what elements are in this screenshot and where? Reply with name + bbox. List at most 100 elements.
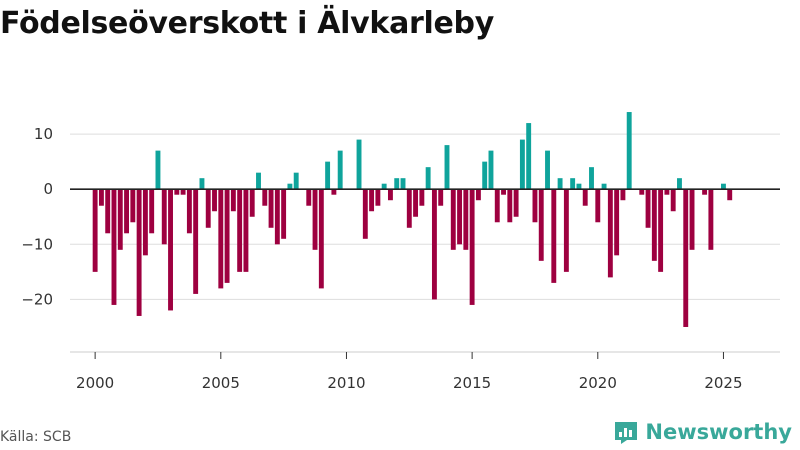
bar <box>664 189 670 195</box>
bar <box>607 189 613 278</box>
y-tick-label: −10 <box>21 235 53 253</box>
bar <box>375 189 381 206</box>
y-tick-label: 10 <box>34 125 53 143</box>
bar <box>312 189 318 250</box>
bar <box>589 167 594 190</box>
bar <box>532 189 538 223</box>
bar <box>111 189 117 305</box>
x-ticks: 2000 2005 2010 2015 2020 2025 <box>76 352 743 392</box>
brand-name: Newsworthy <box>645 420 792 444</box>
bar <box>268 189 274 228</box>
x-tick-label: 2015 <box>453 374 491 392</box>
bar <box>394 178 400 190</box>
newsworthy-icon <box>615 422 638 444</box>
bar <box>281 189 287 239</box>
bar <box>513 189 519 217</box>
bar <box>381 183 387 190</box>
bar <box>538 189 544 261</box>
bar <box>105 189 111 234</box>
bar <box>136 189 142 316</box>
bar <box>563 189 569 272</box>
x-tick-label: 2010 <box>327 374 365 392</box>
bar <box>230 189 236 212</box>
bar <box>199 178 205 190</box>
bar <box>595 189 601 223</box>
bar <box>501 189 506 195</box>
source-label: Källa: SCB <box>0 429 72 445</box>
bar <box>387 189 393 201</box>
x-tick-label: 2005 <box>202 374 240 392</box>
bar <box>683 189 689 327</box>
bar <box>727 189 733 201</box>
bars <box>92 112 733 327</box>
bar <box>142 189 148 256</box>
bar <box>274 189 280 245</box>
bar <box>670 189 676 212</box>
bar <box>639 189 645 195</box>
bar <box>721 183 726 190</box>
bar <box>488 150 494 190</box>
bar <box>262 189 268 206</box>
bar <box>193 189 199 294</box>
bar <box>469 189 475 305</box>
bar <box>482 161 488 190</box>
bar <box>180 189 186 195</box>
x-tick-label: 2025 <box>704 374 742 392</box>
bar <box>400 178 406 190</box>
bar <box>457 189 463 245</box>
bar <box>645 189 651 228</box>
bar <box>306 189 312 206</box>
x-tick-label: 2020 <box>579 374 617 392</box>
bar <box>406 189 412 228</box>
bar <box>130 189 136 223</box>
bar <box>325 161 331 190</box>
bar <box>526 123 532 190</box>
bar <box>155 150 161 190</box>
bar <box>243 189 249 272</box>
bar <box>677 178 682 190</box>
bar <box>614 189 620 256</box>
bar <box>369 189 375 212</box>
bar <box>287 183 293 190</box>
bar <box>431 189 437 300</box>
bar <box>475 189 481 201</box>
bar <box>438 189 444 206</box>
bar <box>205 189 211 228</box>
y-tick-labels: 10 0 −10 −20 <box>21 125 53 308</box>
bar <box>92 189 98 272</box>
bar <box>237 189 243 272</box>
bar <box>570 178 576 190</box>
gridlines <box>70 133 780 300</box>
bar <box>293 172 299 190</box>
y-tick-label: 0 <box>43 180 53 198</box>
bar <box>98 189 104 206</box>
bar <box>545 150 550 190</box>
bar <box>212 189 217 212</box>
bar <box>582 189 588 206</box>
bar <box>174 189 180 195</box>
bar <box>651 189 657 261</box>
x-tick-label: 2000 <box>76 374 114 392</box>
bar <box>557 178 563 190</box>
bar <box>419 189 425 206</box>
bar <box>708 189 714 250</box>
bar <box>551 189 557 283</box>
bar <box>425 167 431 190</box>
bar <box>124 189 129 234</box>
bar <box>507 189 513 223</box>
bar <box>702 189 708 195</box>
bar <box>161 189 167 245</box>
bar <box>620 189 626 201</box>
bar <box>168 189 173 311</box>
bar <box>337 150 343 190</box>
bar <box>601 183 607 190</box>
brand-logo[interactable]: Newsworthy <box>613 419 792 445</box>
bar <box>658 189 664 272</box>
bar <box>362 189 368 239</box>
bar <box>463 189 469 250</box>
y-tick-label: −20 <box>21 290 53 308</box>
bar <box>117 189 123 250</box>
bar <box>494 189 500 223</box>
bar <box>626 112 632 190</box>
